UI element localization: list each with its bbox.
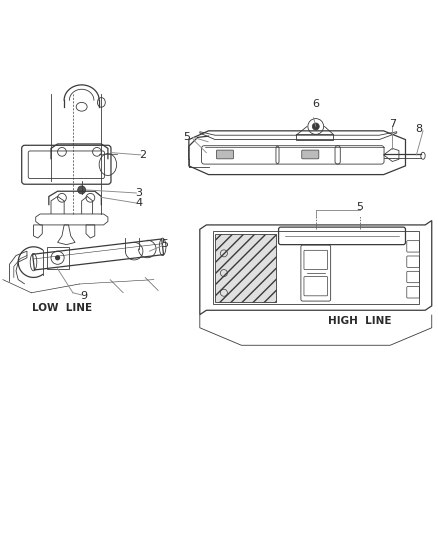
Text: LOW  LINE: LOW LINE xyxy=(32,303,92,313)
Text: 8: 8 xyxy=(414,124,421,134)
Text: 9: 9 xyxy=(80,291,87,301)
Text: 3: 3 xyxy=(135,188,142,198)
Text: 5: 5 xyxy=(161,239,168,249)
Text: HIGH  LINE: HIGH LINE xyxy=(327,316,390,326)
Text: 2: 2 xyxy=(139,150,146,160)
Text: 5: 5 xyxy=(355,201,362,212)
Text: 5: 5 xyxy=(183,132,190,142)
Circle shape xyxy=(78,186,85,194)
Text: 4: 4 xyxy=(134,198,142,208)
FancyBboxPatch shape xyxy=(216,150,233,159)
Text: 7: 7 xyxy=(388,119,395,130)
FancyBboxPatch shape xyxy=(301,150,318,159)
Bar xyxy=(215,233,276,302)
Circle shape xyxy=(55,255,60,261)
Circle shape xyxy=(311,123,318,130)
Text: 6: 6 xyxy=(311,99,318,109)
Bar xyxy=(212,231,418,304)
